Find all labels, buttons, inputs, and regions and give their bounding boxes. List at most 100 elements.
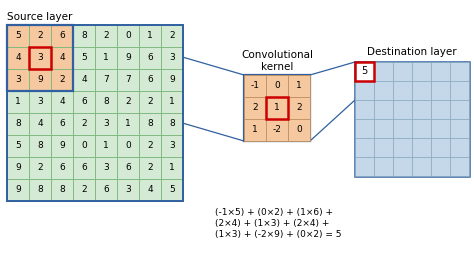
Bar: [431, 157, 450, 176]
Text: 5: 5: [81, 54, 87, 62]
Bar: [73, 179, 95, 201]
Bar: [355, 62, 374, 81]
Bar: [431, 119, 450, 138]
Bar: [412, 100, 431, 119]
Bar: [161, 25, 183, 47]
Text: 9: 9: [59, 141, 65, 151]
Bar: [139, 179, 161, 201]
Text: 2: 2: [169, 31, 175, 41]
Bar: [139, 47, 161, 69]
Bar: [412, 81, 431, 100]
Text: 6: 6: [81, 98, 87, 107]
Bar: [95, 157, 117, 179]
Text: 2: 2: [59, 75, 65, 84]
Bar: [95, 25, 117, 47]
Bar: [7, 25, 73, 91]
Bar: [450, 100, 469, 119]
Bar: [450, 157, 469, 176]
Bar: [450, 62, 469, 81]
Bar: [73, 25, 95, 47]
Bar: [51, 135, 73, 157]
Bar: [117, 157, 139, 179]
Bar: [450, 119, 469, 138]
Text: 3: 3: [15, 75, 21, 84]
Bar: [431, 138, 450, 157]
Text: 6: 6: [147, 54, 153, 62]
Text: 9: 9: [15, 185, 21, 194]
Text: 8: 8: [103, 98, 109, 107]
Bar: [431, 100, 450, 119]
Bar: [29, 179, 51, 201]
Text: 9: 9: [125, 54, 131, 62]
Bar: [288, 75, 310, 97]
Bar: [450, 138, 469, 157]
Bar: [7, 69, 29, 91]
Bar: [161, 113, 183, 135]
Bar: [412, 62, 431, 81]
Text: (2×4) + (1×3) + (2×4) +: (2×4) + (1×3) + (2×4) +: [215, 219, 329, 228]
Bar: [374, 138, 393, 157]
Bar: [7, 91, 29, 113]
Text: Convolutional
kernel: Convolutional kernel: [241, 50, 313, 72]
Bar: [355, 62, 469, 176]
Bar: [7, 157, 29, 179]
Bar: [73, 69, 95, 91]
Text: 8: 8: [15, 120, 21, 128]
Text: 1: 1: [15, 98, 21, 107]
Bar: [266, 97, 288, 119]
Text: 9: 9: [15, 164, 21, 172]
Bar: [7, 179, 29, 201]
Text: 3: 3: [37, 54, 43, 62]
Text: 3: 3: [169, 141, 175, 151]
Text: 8: 8: [81, 31, 87, 41]
Bar: [266, 97, 288, 119]
Text: 6: 6: [59, 164, 65, 172]
Bar: [29, 157, 51, 179]
Text: 0: 0: [125, 31, 131, 41]
Bar: [95, 179, 117, 201]
Bar: [7, 25, 29, 47]
Text: Source layer: Source layer: [7, 12, 73, 22]
Bar: [355, 100, 374, 119]
Text: 6: 6: [59, 120, 65, 128]
Text: 3: 3: [169, 54, 175, 62]
Bar: [51, 69, 73, 91]
Bar: [51, 47, 73, 69]
Text: 1: 1: [274, 103, 280, 113]
Text: 0: 0: [274, 81, 280, 90]
Text: 2: 2: [147, 98, 153, 107]
Bar: [288, 97, 310, 119]
Bar: [161, 179, 183, 201]
Text: 2: 2: [37, 31, 43, 41]
Bar: [355, 157, 374, 176]
Text: 4: 4: [37, 120, 43, 128]
Bar: [266, 119, 288, 141]
Bar: [73, 113, 95, 135]
Bar: [73, 91, 95, 113]
Bar: [29, 113, 51, 135]
Bar: [244, 75, 310, 141]
Bar: [244, 97, 266, 119]
Bar: [393, 100, 412, 119]
Text: 3: 3: [37, 98, 43, 107]
Bar: [431, 62, 450, 81]
Bar: [393, 157, 412, 176]
Bar: [117, 113, 139, 135]
Text: 8: 8: [37, 141, 43, 151]
Text: 2: 2: [125, 98, 131, 107]
Bar: [161, 91, 183, 113]
Bar: [117, 47, 139, 69]
Text: 1: 1: [296, 81, 302, 90]
Text: 3: 3: [37, 54, 43, 62]
Bar: [139, 135, 161, 157]
Text: 5: 5: [15, 141, 21, 151]
Bar: [95, 91, 117, 113]
Bar: [117, 179, 139, 201]
Text: 0: 0: [81, 141, 87, 151]
Text: 6: 6: [81, 164, 87, 172]
Text: 4: 4: [59, 98, 65, 107]
Bar: [117, 91, 139, 113]
Bar: [51, 157, 73, 179]
Text: 2: 2: [81, 185, 87, 194]
Text: 2: 2: [37, 164, 43, 172]
